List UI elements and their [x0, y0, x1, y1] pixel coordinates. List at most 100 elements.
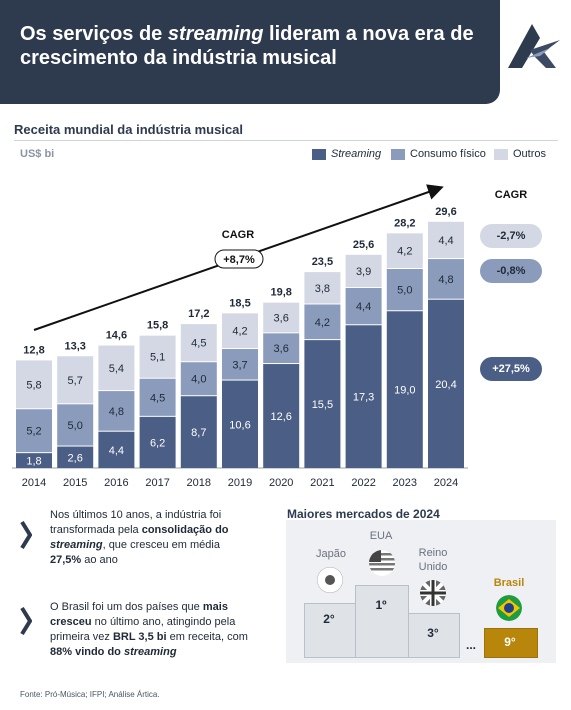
country-label-eua: EUA — [369, 530, 393, 542]
bar-segment-outros — [428, 221, 464, 259]
segment-label: 3,6 — [274, 343, 289, 355]
bar-segment-streaming — [345, 325, 382, 468]
markets-title: Maiores mercados de 2024 — [287, 507, 440, 521]
brazil-flag-icon — [496, 595, 522, 621]
bar-segment-outros — [57, 356, 94, 404]
cagr-pill-outros: -2,7% — [480, 224, 542, 248]
ellipsis: ... — [465, 638, 476, 652]
bar-segment-consumo-físico — [386, 269, 423, 311]
divider — [14, 140, 558, 141]
header-banner: Os serviços de streaming lideram a nova … — [0, 0, 500, 104]
stacked-bar-chart: 1,8 5,2 5,8 12,8 2014 2,6 5,0 5,7 13,3 2015 4,4 4,8… — [12, 184, 527, 489]
segment-label: 8,7 — [191, 427, 206, 439]
segment-label: 4,2 — [232, 326, 247, 338]
source-footnote: Fonte: Pró-Música; IFPI; Análise Ártica. — [20, 690, 160, 699]
x-tick-label: 2020 — [269, 477, 293, 489]
page-title: Os serviços de streaming lideram a nova … — [20, 23, 474, 69]
insight-text-1: Nos últimos 10 anos, a indústria foi tra… — [50, 509, 229, 566]
bar-total-label: 18,5 — [229, 297, 250, 309]
bar-segment-streaming — [222, 380, 258, 468]
bar-segment-outros — [386, 233, 423, 268]
trend-cagr-value: +8,7% — [223, 254, 255, 266]
bar-segment-streaming — [180, 396, 217, 468]
legend-label-streaming: Streaming — [331, 148, 382, 160]
podium-3rd — [408, 613, 460, 658]
segment-label: 1,8 — [26, 456, 41, 468]
bar-segment-streaming — [386, 311, 423, 468]
unit-label: US$ bi — [20, 148, 55, 160]
segment-label: 4,5 — [191, 338, 206, 350]
segment-label: 5,7 — [68, 375, 83, 387]
cagr-pill-fisico: -0,8% — [480, 259, 542, 283]
rank-reino-unido: 3° — [427, 626, 439, 640]
segment-label: 4,4 — [438, 235, 453, 247]
legend-swatch-outros — [494, 148, 508, 160]
legend-label-outros: Outros — [513, 148, 547, 160]
x-tick-label: 2017 — [145, 477, 169, 489]
bar-segment-outros — [16, 360, 52, 409]
legend-swatch-streaming — [312, 148, 326, 160]
usa-flag-icon — [369, 550, 395, 576]
bar-segment-consumo-físico — [304, 304, 341, 340]
legend-item-fisico: Consumo físico — [391, 148, 486, 160]
segment-label: 4,8 — [109, 406, 124, 418]
segment-label: 15,5 — [312, 399, 333, 411]
chart-title: Receita mundial da indústria musical — [14, 122, 244, 137]
trend-cagr-title: CAGR — [222, 229, 254, 241]
podium-1st — [355, 585, 409, 658]
bar-total-label: 23,5 — [312, 256, 333, 268]
bar-segment-consumo-físico — [263, 333, 300, 364]
bar-segment-streaming — [16, 453, 52, 468]
bar-segment-consumo-físico — [222, 349, 258, 380]
bar-total-label: 14,6 — [106, 330, 127, 342]
bar-total-label: 19,8 — [270, 287, 291, 299]
x-tick-label: 2022 — [351, 477, 375, 489]
segment-label: 20,4 — [435, 379, 456, 391]
bar-segment-outros — [345, 254, 382, 287]
segment-label: 19,0 — [394, 385, 415, 397]
bar-segment-consumo-físico — [57, 404, 94, 446]
segment-label: 2,6 — [68, 452, 83, 464]
segment-label: 5,0 — [68, 420, 83, 432]
bar-total-label: 25,6 — [353, 239, 374, 251]
uk-flag-icon — [420, 580, 446, 606]
bar-segment-outros — [180, 324, 217, 362]
bar-total-label: 29,6 — [435, 206, 456, 218]
bar-segment-consumo-físico — [98, 391, 135, 431]
x-tick-label: 2024 — [434, 477, 458, 489]
segment-label: 5,1 — [150, 352, 165, 364]
bar-segment-streaming — [304, 340, 341, 468]
chevron-right-icon — [20, 606, 32, 636]
bar-segment-streaming — [57, 446, 94, 468]
side-cagr-title: CAGR — [495, 189, 527, 201]
legend-item-streaming: Streaming — [312, 148, 381, 160]
segment-label: 5,8 — [26, 379, 41, 391]
logo-icon — [508, 24, 560, 68]
segment-label: 4,0 — [191, 374, 206, 386]
bar-total-label: 17,2 — [188, 308, 209, 320]
bar-total-label: 15,8 — [147, 320, 168, 332]
bar-segment-outros — [222, 313, 258, 349]
bar-segment-outros — [304, 272, 341, 304]
chevron-right-icon — [20, 520, 32, 550]
podium-9th — [484, 628, 538, 658]
segment-label: 4,2 — [397, 246, 412, 258]
bar-total-label: 13,3 — [64, 340, 85, 352]
segment-label: 5,2 — [26, 426, 41, 438]
segment-label: 5,4 — [109, 363, 124, 375]
bar-segment-streaming — [139, 416, 176, 468]
segment-label: 10,6 — [229, 419, 250, 431]
bar-segment-consumo-físico — [139, 378, 176, 416]
x-tick-label: 2016 — [104, 477, 128, 489]
rank-eua: 1º — [375, 598, 387, 612]
segment-label: 4,4 — [109, 445, 124, 457]
legend-item-outros: Outros — [494, 148, 546, 160]
country-label-japao: Japão — [316, 548, 346, 560]
rank-brasil: 9° — [504, 635, 516, 649]
x-tick-label: 2015 — [63, 477, 87, 489]
bar-total-label: 28,2 — [394, 217, 415, 229]
x-tick-label: 2019 — [228, 477, 252, 489]
segment-label: 4,5 — [150, 392, 165, 404]
bar-segment-outros — [139, 335, 176, 378]
segment-label: 4,4 — [356, 301, 371, 313]
